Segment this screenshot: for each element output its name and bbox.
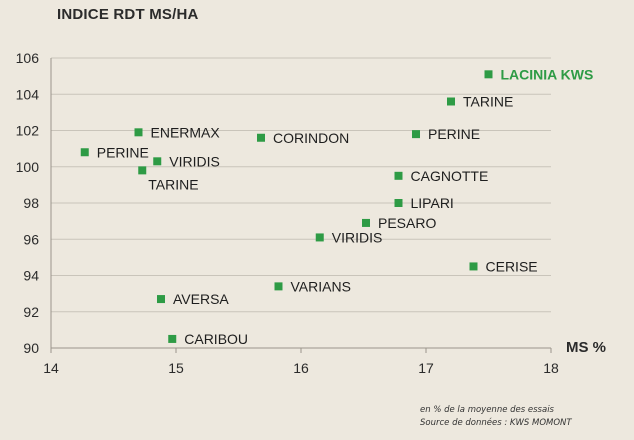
y-tick-label: 92 [23, 304, 39, 320]
note-average: en % de la moyenne des essais [420, 405, 554, 415]
data-label: VIRIDIS [169, 153, 220, 169]
data-point [412, 130, 420, 139]
x-tick-label: 17 [418, 360, 434, 376]
x-tick-label: 14 [43, 360, 59, 376]
data-point [484, 70, 493, 79]
data-point [134, 128, 143, 137]
data-label: TARINE [148, 176, 198, 192]
x-tick-label: 15 [168, 360, 184, 376]
data-point [394, 199, 403, 207]
y-tick-label: 102 [16, 123, 40, 139]
data-label: VIRIDIS [332, 229, 383, 245]
data-point [153, 157, 162, 166]
data-point [469, 262, 478, 271]
data-label: VARIANS [291, 278, 351, 294]
data-label: LIPARI [411, 195, 454, 211]
y-tick-label: 96 [23, 231, 39, 247]
data-point [257, 133, 265, 142]
data-label: TARINE [463, 94, 513, 110]
y-tick-label: 100 [16, 159, 40, 175]
data-point [315, 233, 324, 242]
data-label: CAGNOTTE [411, 168, 489, 184]
y-tick-label: 106 [16, 50, 40, 66]
data-point [138, 166, 147, 175]
data-label: PESARO [378, 215, 436, 231]
x-tick-label: 16 [293, 360, 309, 376]
y-axis-title: INDICE RDT MS/HA [57, 6, 199, 23]
data-point [157, 295, 165, 304]
data-label: AVERSA [173, 291, 229, 307]
data-label: CARIBOU [184, 331, 248, 347]
data-label: CERISE [486, 258, 538, 274]
x-tick-label: 18 [543, 360, 559, 376]
data-label: PERINE [97, 144, 149, 160]
data-point [362, 218, 370, 227]
data-label: PERINE [428, 126, 480, 142]
data-point [168, 334, 177, 343]
data-point [274, 282, 283, 291]
y-tick-label: 98 [23, 195, 39, 211]
data-label: ENERMAX [151, 124, 221, 140]
data-point [447, 97, 455, 106]
y-tick-label: 94 [23, 268, 39, 284]
data-point [80, 148, 89, 157]
data-point [394, 171, 403, 180]
y-tick-label: 90 [23, 340, 39, 356]
x-axis-title: MS % [566, 339, 607, 356]
y-tick-label: 104 [16, 86, 40, 102]
data-label: LACINIA KWS [501, 66, 594, 82]
data-label: CORINDON [273, 130, 349, 146]
note-source: Source de données : KWS MOMONT [420, 418, 572, 428]
